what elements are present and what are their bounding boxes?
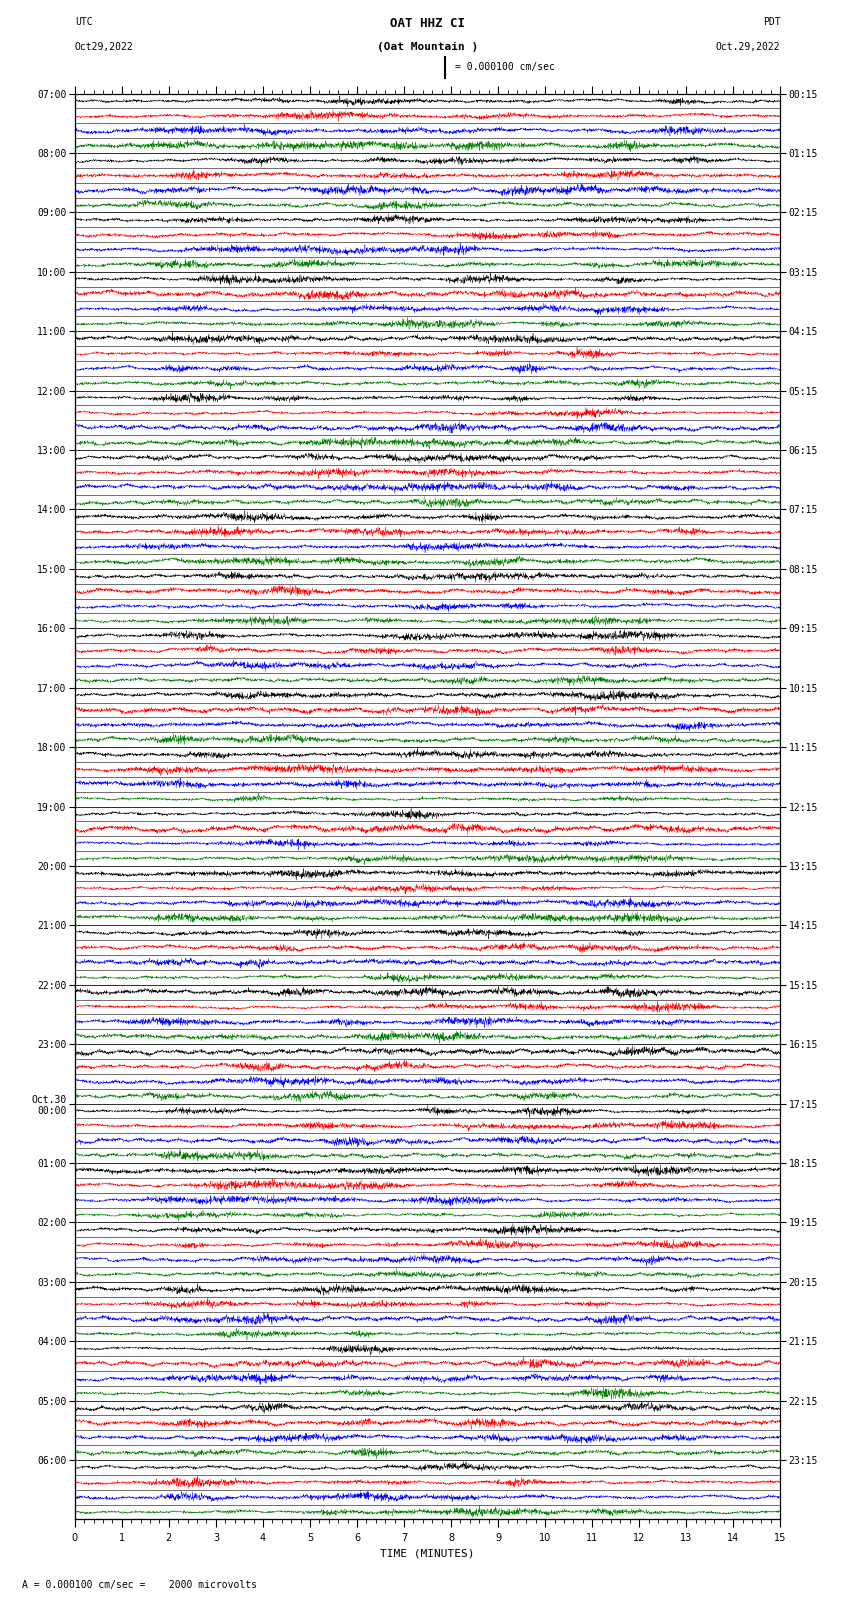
Text: (Oat Mountain ): (Oat Mountain ) xyxy=(377,42,479,52)
Text: UTC: UTC xyxy=(75,16,93,27)
Text: Oct.29,2022: Oct.29,2022 xyxy=(716,42,780,52)
Text: OAT HHZ CI: OAT HHZ CI xyxy=(390,16,465,29)
Text: A = 0.000100 cm/sec =    2000 microvolts: A = 0.000100 cm/sec = 2000 microvolts xyxy=(22,1579,258,1590)
X-axis label: TIME (MINUTES): TIME (MINUTES) xyxy=(380,1548,475,1558)
Text: = 0.000100 cm/sec: = 0.000100 cm/sec xyxy=(455,63,554,73)
Text: PDT: PDT xyxy=(762,16,780,27)
Text: Oct29,2022: Oct29,2022 xyxy=(75,42,133,52)
